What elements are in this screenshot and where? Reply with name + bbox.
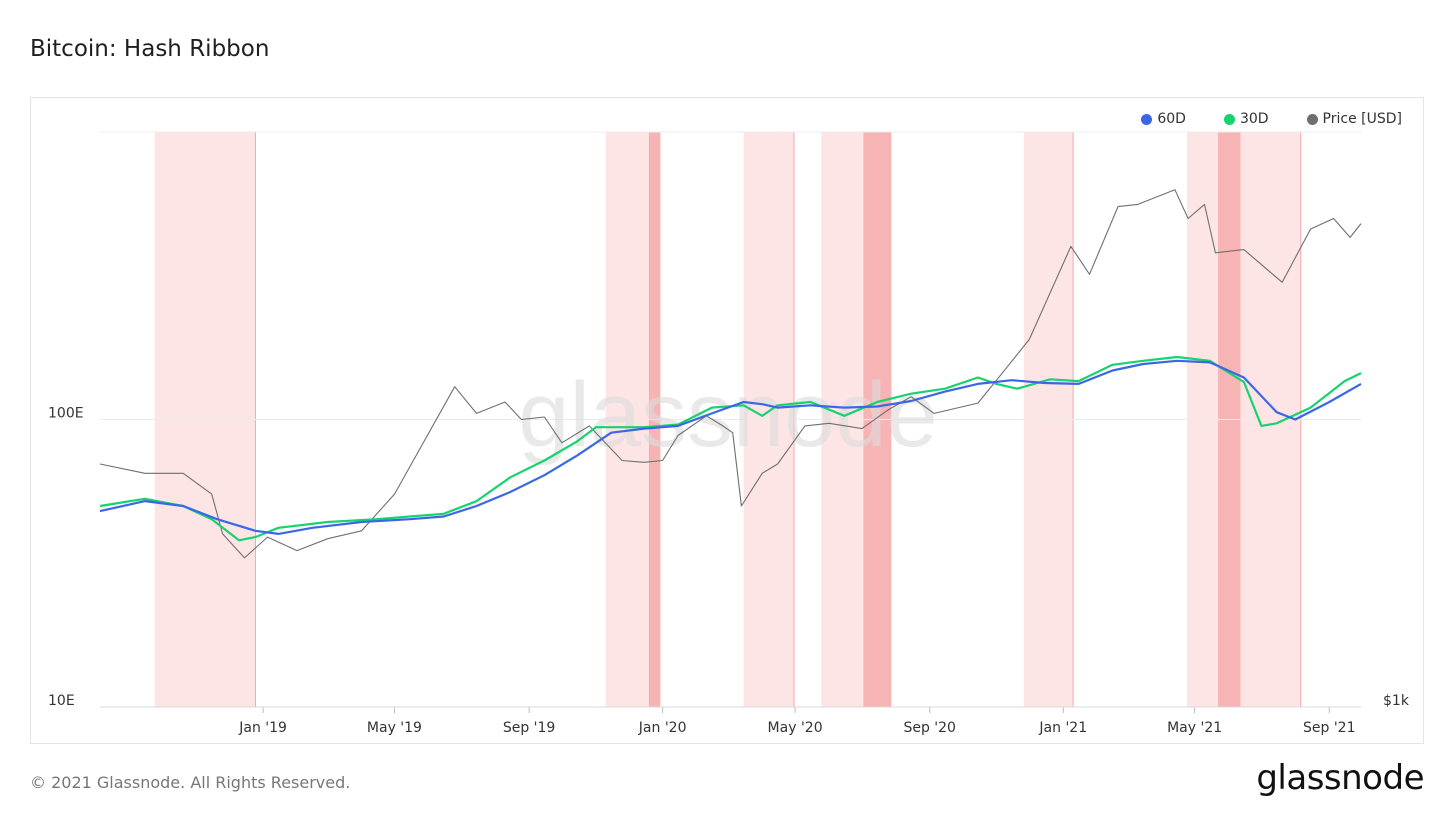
copyright-footer: © 2021 Glassnode. All Rights Reserved. — [30, 773, 351, 792]
series-lines — [99, 189, 1362, 559]
x-tick-label: Jan '20 — [638, 720, 687, 736]
x-tick-label: May '19 — [367, 720, 422, 736]
y-tick-label: 10E — [48, 693, 75, 709]
legend-label-60d: 60D — [1157, 111, 1186, 127]
series-30d-line — [99, 355, 1362, 542]
legend-item-price[interactable]: Price [USD] — [1306, 111, 1402, 127]
y2-tick-label: $1k — [1383, 693, 1410, 709]
series-price-line — [99, 189, 1362, 559]
chart-title: Bitcoin: Hash Ribbon — [30, 36, 270, 62]
series-60d-line — [99, 359, 1362, 535]
legend-label-30d: 30D — [1239, 111, 1269, 127]
legend: 60D 30D Price [USD] — [1141, 111, 1402, 127]
chart-frame — [30, 97, 1424, 744]
legend-item-60d[interactable]: 60D — [1141, 111, 1186, 127]
x-tick-label: Sep '20 — [903, 720, 956, 736]
watermark: glassnode — [518, 364, 937, 466]
x-tick-label: Sep '21 — [1303, 720, 1356, 736]
x-tick-label: Sep '19 — [503, 720, 556, 736]
x-tick-label: Jan '19 — [238, 720, 287, 736]
axis-ticks: Jan '19 May '19 Sep '19 Jan '20 May '20 Sep '… — [48, 406, 1410, 737]
legend-dot-price — [1306, 113, 1318, 125]
y-tick-label: 100E — [48, 406, 84, 422]
x-tick-label: Jan '21 — [1038, 720, 1087, 736]
legend-dot-30d — [1223, 113, 1235, 125]
brand-logo: glassnode — [1256, 758, 1424, 798]
x-tick-label: May '20 — [768, 720, 823, 736]
legend-dot-60d — [1141, 113, 1153, 125]
x-tick-label: May '21 — [1167, 720, 1222, 736]
legend-label-price: Price [USD] — [1322, 111, 1402, 127]
legend-item-30d[interactable]: 30D — [1223, 111, 1269, 127]
